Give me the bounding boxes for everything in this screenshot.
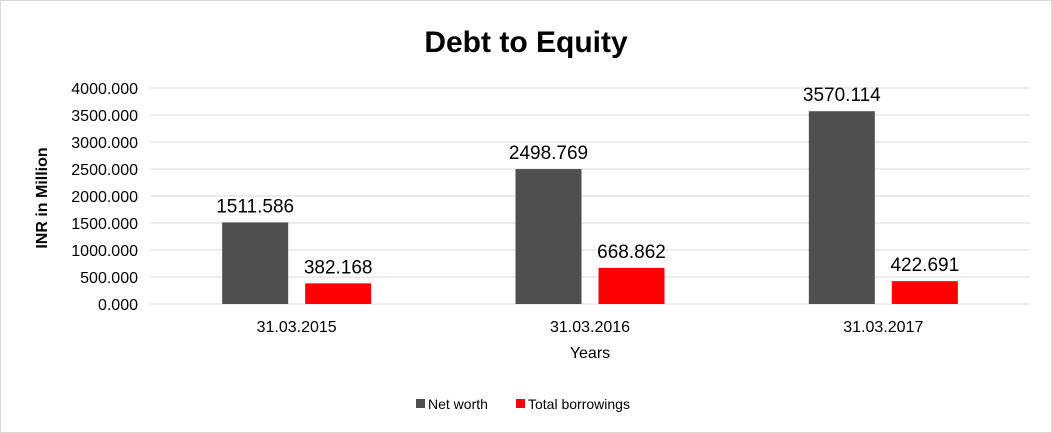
y-axis-title: INR in Million [34,147,51,248]
y-tick-label: 1500.000 [71,216,138,233]
y-tick-label: 500.000 [80,270,138,287]
legend-label: Net worth [428,396,488,412]
bar-net-worth [515,169,582,304]
y-tick-label: 4000.000 [71,81,138,98]
y-tick-label: 3000.000 [71,135,138,152]
bar-total-borrowings [305,283,372,304]
bars [222,111,958,305]
data-labels: 1511.586 382.168 2498.769 668.862 3570.114 42… [216,85,959,278]
x-tick-label: 31.03.2015 [257,319,337,336]
legend-swatch [416,399,425,408]
data-label: 1511.586 [216,196,294,217]
x-tick-label: 31.03.2017 [843,319,923,336]
data-label: 2498.769 [509,143,588,164]
legend-label: Total borrowings [528,396,630,412]
bar-net-worth [808,111,875,305]
legend: Net worth Total borrowings [416,396,630,412]
x-axis-title: Years [570,345,610,362]
bar-total-borrowings [891,281,958,304]
y-tick-label: 3500.000 [71,108,138,125]
y-tick-label: 2500.000 [71,162,138,179]
y-tick-label: 2000.000 [71,189,138,206]
bar-total-borrowings [598,267,665,304]
y-tick-label: 1000.000 [71,243,138,260]
y-axis-ticks: 0.000 500.000 1000.000 1500.000 2000.000 2500… [71,81,138,314]
data-label: 668.862 [597,242,666,263]
data-label: 3570.114 [803,85,881,106]
x-axis-ticks: 31.03.2015 31.03.2016 31.03.2017 [257,319,924,336]
x-tick-label: 31.03.2016 [550,319,630,336]
y-tick-label: 0.000 [98,297,138,314]
gridlines [150,87,1030,305]
data-label: 382.168 [304,257,373,278]
data-label: 422.691 [890,255,959,276]
chart-title: Debt to Equity [424,26,628,59]
bar-net-worth [222,222,289,304]
legend-swatch [516,399,525,408]
